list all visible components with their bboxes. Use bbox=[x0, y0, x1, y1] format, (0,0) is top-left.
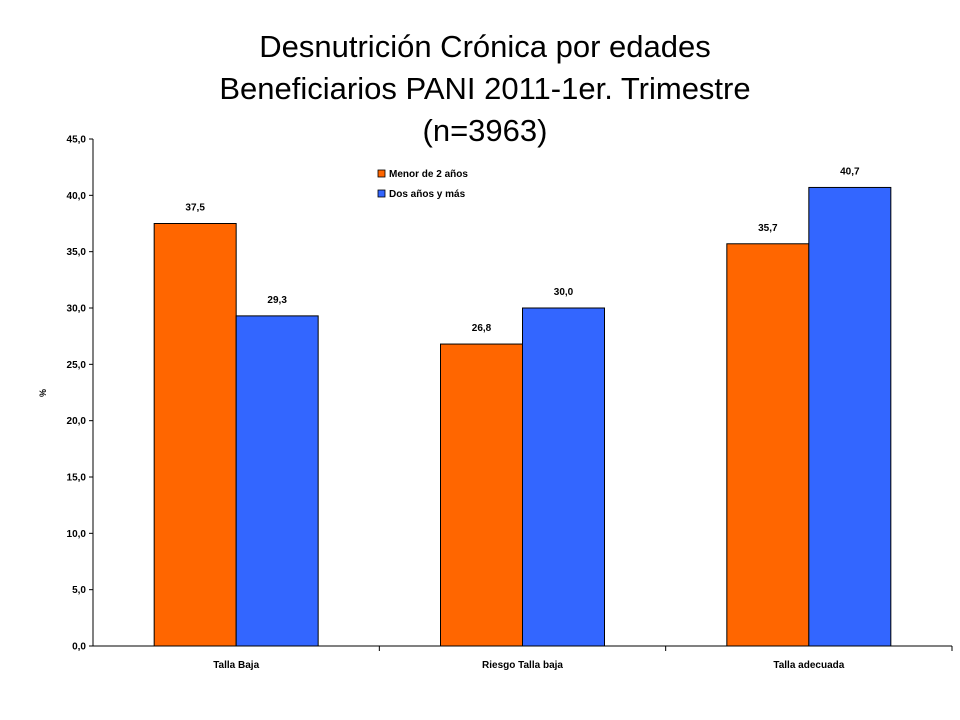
x-category-label: Talla Baja bbox=[213, 660, 259, 671]
bar bbox=[235, 315, 319, 647]
bar bbox=[440, 343, 523, 647]
data-label: 29,3 bbox=[267, 295, 287, 306]
data-label: 40,7 bbox=[840, 166, 860, 177]
bar bbox=[522, 307, 605, 647]
y-tick-label: 35,0 bbox=[67, 247, 87, 258]
chart-title-line-1: Desnutrición Crónica por edades bbox=[259, 29, 711, 64]
legend-label: Menor de 2 años bbox=[389, 169, 468, 180]
y-tick-label: 40,0 bbox=[67, 191, 87, 202]
legend-swatch bbox=[377, 169, 386, 178]
y-tick-label: 0,0 bbox=[72, 642, 86, 653]
legend-label: Dos años y más bbox=[389, 189, 466, 200]
y-tick-label: 15,0 bbox=[67, 473, 87, 484]
data-label: 37,5 bbox=[185, 203, 205, 214]
y-tick-label: 30,0 bbox=[67, 304, 87, 315]
bar bbox=[726, 243, 810, 647]
y-tick-label: 45,0 bbox=[67, 135, 87, 146]
data-label: 30,0 bbox=[554, 287, 574, 298]
legend-swatch bbox=[377, 189, 386, 198]
chart-title-line-2: Beneficiarios PANI 2011-1er. Trimestre bbox=[219, 71, 751, 106]
bars bbox=[153, 186, 892, 647]
y-tick-label: 10,0 bbox=[67, 529, 87, 540]
chart-title: Desnutrición Crónica por edades Benefici… bbox=[0, 26, 960, 152]
y-tick-label: 5,0 bbox=[72, 585, 86, 596]
x-category-label: Talla adecuada bbox=[773, 660, 844, 671]
data-label: 26,8 bbox=[472, 323, 492, 334]
legend: Menor de 2 años Dos años y más bbox=[377, 169, 468, 200]
y-tick-label: 20,0 bbox=[67, 416, 87, 427]
x-category-label: Riesgo Talla baja bbox=[482, 660, 563, 671]
data-label: 35,7 bbox=[758, 223, 778, 234]
bar bbox=[808, 186, 892, 647]
y-axis-label: % bbox=[38, 389, 48, 397]
y-tick-label: 25,0 bbox=[67, 360, 87, 371]
chart-title-line-3: (n=3963) bbox=[422, 113, 548, 148]
labels: Talla Baja 37,5 29,3 Riesgo Talla baja 26,8 3… bbox=[185, 166, 860, 671]
bar bbox=[153, 223, 237, 647]
